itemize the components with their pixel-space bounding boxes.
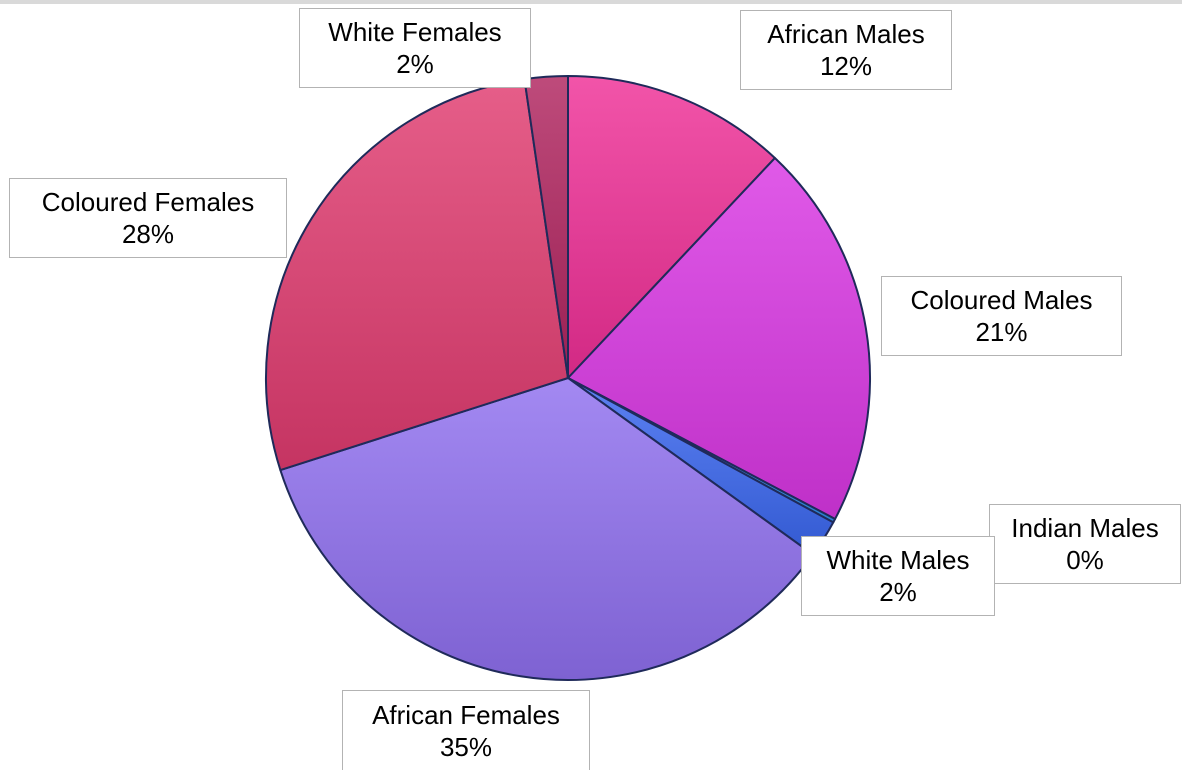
slice-percent: 28%: [121, 219, 175, 249]
slice-label: Coloured Females: [41, 187, 255, 217]
slice-percent: 21%: [975, 317, 1028, 347]
slice-percent: 35%: [439, 731, 493, 762]
slice-percent: 0%: [1066, 545, 1104, 575]
slice-label: African Females: [372, 699, 560, 730]
slice-label: African Males: [767, 19, 925, 49]
pie-slice-coloured-males: [567, 157, 871, 521]
data-label-coloured-females: Coloured Females 28%: [9, 178, 287, 258]
slice-label: White Males: [826, 545, 970, 575]
data-label-indian-males: Indian Males 0%: [989, 504, 1181, 584]
slice-label: Indian Males: [1011, 513, 1159, 543]
slice-label: Coloured Males: [910, 285, 1093, 315]
pie-slice-african-females: [279, 377, 815, 681]
data-label-african-males: African Males 12%: [740, 10, 952, 90]
slice-percent: 2%: [396, 49, 434, 79]
data-label-african-females: African Females 35%: [342, 690, 590, 770]
data-label-white-males: White Males 2%: [801, 536, 995, 616]
top-divider: [0, 0, 1182, 4]
data-label-white-females: White Females 2%: [299, 8, 531, 88]
slice-percent: 12%: [819, 51, 873, 81]
data-label-coloured-males: Coloured Males 21%: [881, 276, 1122, 356]
pie-slice-coloured-females: [265, 78, 569, 472]
pie-slices: [265, 74, 871, 681]
pie-slice-african-males: [567, 75, 776, 379]
slice-label: White Females: [328, 17, 502, 47]
slice-percent: 2%: [879, 577, 917, 607]
